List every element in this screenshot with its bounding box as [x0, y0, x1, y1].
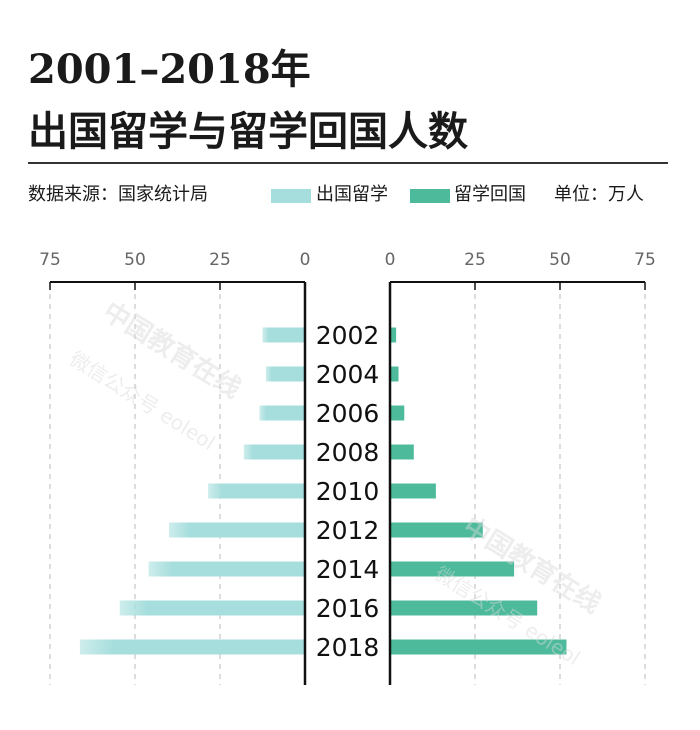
- bar-returnees-2002: [390, 327, 397, 343]
- category-label-2010: 2010: [316, 477, 380, 506]
- data-source: 数据来源：国家统计局: [28, 184, 208, 205]
- left-tick-label-50: 50: [124, 250, 146, 270]
- bar-study-abroad-2010: [208, 483, 305, 499]
- bar-study-abroad-2014: [148, 561, 305, 577]
- category-label-2002: 2002: [316, 321, 380, 350]
- bar-returnees-2006: [390, 405, 405, 421]
- right-tick-label-50: 50: [549, 250, 571, 270]
- category-label-2008: 2008: [316, 438, 380, 467]
- bar-study-abroad-2002: [262, 327, 305, 343]
- legend-swatch-returnees: [410, 189, 450, 203]
- legend-row: 数据来源：国家统计局 出国留学 留学回国 单位：万人: [28, 183, 678, 207]
- butterfly-bar-chart: 75 50 25 0 0 25 50 75 2002 2004 2006 2008 2010 2012 20…: [39, 250, 656, 685]
- bar-returnees-2008: [390, 444, 414, 460]
- bar-study-abroad-2008: [243, 444, 305, 460]
- category-label-2004: 2004: [316, 360, 380, 389]
- bar-returnees-2004: [390, 366, 399, 382]
- bar-returnees-2012: [390, 522, 483, 538]
- title-divider: [28, 162, 668, 164]
- left-tick-label-25: 25: [209, 250, 231, 270]
- bar-study-abroad-2012: [169, 522, 305, 538]
- bar-returnees-2010: [390, 483, 436, 499]
- bar-study-abroad-2016: [119, 600, 305, 616]
- category-label-2006: 2006: [316, 399, 380, 428]
- left-tick-label-0: 0: [300, 250, 311, 270]
- category-label-2014: 2014: [316, 555, 380, 584]
- category-label-2012: 2012: [316, 516, 380, 545]
- bar-returnees-2014: [390, 561, 515, 577]
- bar-returnees-2016: [390, 600, 538, 616]
- legend-label-returnees: 留学回国: [454, 184, 526, 205]
- title-line-2: 出国留学与留学回国人数: [28, 108, 468, 155]
- unit-label: 单位：万人: [554, 184, 644, 205]
- right-tick-label-0: 0: [385, 250, 396, 270]
- right-tick-label-75: 75: [634, 250, 656, 270]
- legend-swatch-study-abroad: [271, 189, 311, 203]
- bar-study-abroad-2018: [79, 639, 305, 655]
- bar-returnees-2018: [390, 639, 567, 655]
- legend-label-study-abroad: 出国留学: [316, 184, 388, 205]
- bar-study-abroad-2004: [265, 366, 305, 382]
- category-label-2016: 2016: [316, 594, 380, 623]
- category-label-2018: 2018: [316, 633, 380, 662]
- title-line-1: 2001–2018年: [28, 46, 311, 93]
- left-tick-label-75: 75: [39, 250, 61, 270]
- right-tick-label-25: 25: [464, 250, 486, 270]
- bar-study-abroad-2006: [259, 405, 305, 421]
